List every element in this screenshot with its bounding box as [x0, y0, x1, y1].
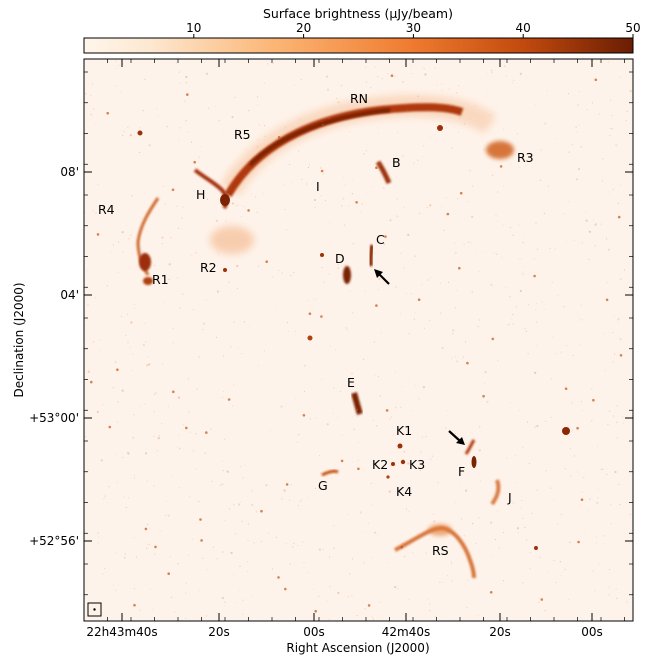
x-tick-label: 00s	[581, 625, 603, 639]
label-r1: R1	[152, 272, 169, 287]
source-r1	[139, 253, 151, 271]
label-c: C	[376, 232, 385, 247]
compact-source	[137, 130, 143, 136]
colorbar-tick-label: 40	[516, 21, 531, 35]
beam-marker	[93, 608, 96, 611]
label-rn: RN	[350, 91, 368, 106]
image-background	[84, 59, 633, 621]
label-rs: RS	[432, 543, 449, 558]
source-d	[343, 266, 351, 284]
label-r2: R2	[200, 260, 217, 275]
compact-source	[320, 253, 324, 257]
label-r4: R4	[98, 202, 115, 217]
source-k4	[386, 475, 390, 479]
y-tick-labels: 08' 04' +53°00' +52°56'	[29, 165, 79, 548]
label-k2: K2	[372, 457, 388, 472]
y-axis-title: Declination (J2000)	[12, 282, 26, 397]
x-tick-labels: 22h43m40s 20s 00s 42m40s 20s 00s	[86, 625, 602, 639]
label-j: J	[507, 490, 512, 505]
arrow-f	[448, 430, 465, 445]
beam-box	[87, 602, 102, 617]
source-g	[321, 469, 339, 477]
y-tick-label: 04'	[60, 288, 79, 302]
compact-source	[534, 546, 538, 550]
label-g: G	[318, 478, 328, 493]
x-tick-label: 42m40s	[382, 625, 430, 639]
label-f: F	[458, 464, 465, 479]
x-tick-label: 20s	[208, 625, 230, 639]
y-tick-label: 08'	[60, 165, 79, 179]
source-r2	[210, 226, 254, 254]
source-c	[368, 244, 374, 267]
source-k2	[391, 462, 395, 466]
label-b: B	[392, 155, 401, 170]
label-r3: R3	[517, 150, 534, 165]
colorbar	[83, 37, 634, 54]
colorbar-tick-label: 30	[406, 21, 421, 35]
compact-source	[223, 268, 227, 272]
colorbar-tick-label: 10	[186, 21, 201, 35]
emission-layer	[84, 59, 632, 621]
label-d: D	[335, 251, 345, 266]
label-k3: K3	[409, 457, 425, 472]
label-i: I	[316, 179, 320, 194]
arrow-c	[374, 269, 390, 285]
y-tick-label: +53°00'	[29, 411, 79, 425]
noise-speckles	[84, 59, 632, 621]
label-k4: K4	[396, 484, 412, 499]
colorbar-tick-label: 50	[625, 21, 640, 35]
colorbar-ticks: 10 20 30 40 50	[186, 21, 641, 38]
label-k1: K1	[396, 423, 412, 438]
x-tick-label: 20s	[489, 625, 511, 639]
x-tick-label: 22h43m40s	[86, 625, 157, 639]
source-j	[490, 479, 501, 506]
source-k3	[400, 459, 406, 465]
compact-source	[437, 125, 443, 131]
source-k1	[397, 443, 403, 449]
relic-rn-core	[248, 108, 391, 167]
label-r5: R5	[234, 127, 251, 142]
colorbar-tick-label: 20	[296, 21, 311, 35]
source-b	[375, 160, 392, 184]
label-e: E	[347, 375, 355, 390]
source-r3	[486, 141, 514, 159]
compact-source	[562, 427, 570, 435]
plot-frame	[83, 58, 634, 622]
x-axis-title: Right Ascension (J2000)	[286, 641, 429, 655]
source-e	[351, 392, 363, 415]
label-h: H	[196, 187, 205, 202]
colorbar-title: Surface brightness (µJy/beam)	[263, 6, 453, 21]
y-tick-label: +52°56'	[29, 534, 79, 548]
source-f	[464, 439, 476, 455]
x-tick-label: 00s	[303, 625, 325, 639]
relic-rs	[394, 525, 476, 579]
frame-ticks	[83, 59, 633, 621]
compact-source	[307, 335, 313, 341]
